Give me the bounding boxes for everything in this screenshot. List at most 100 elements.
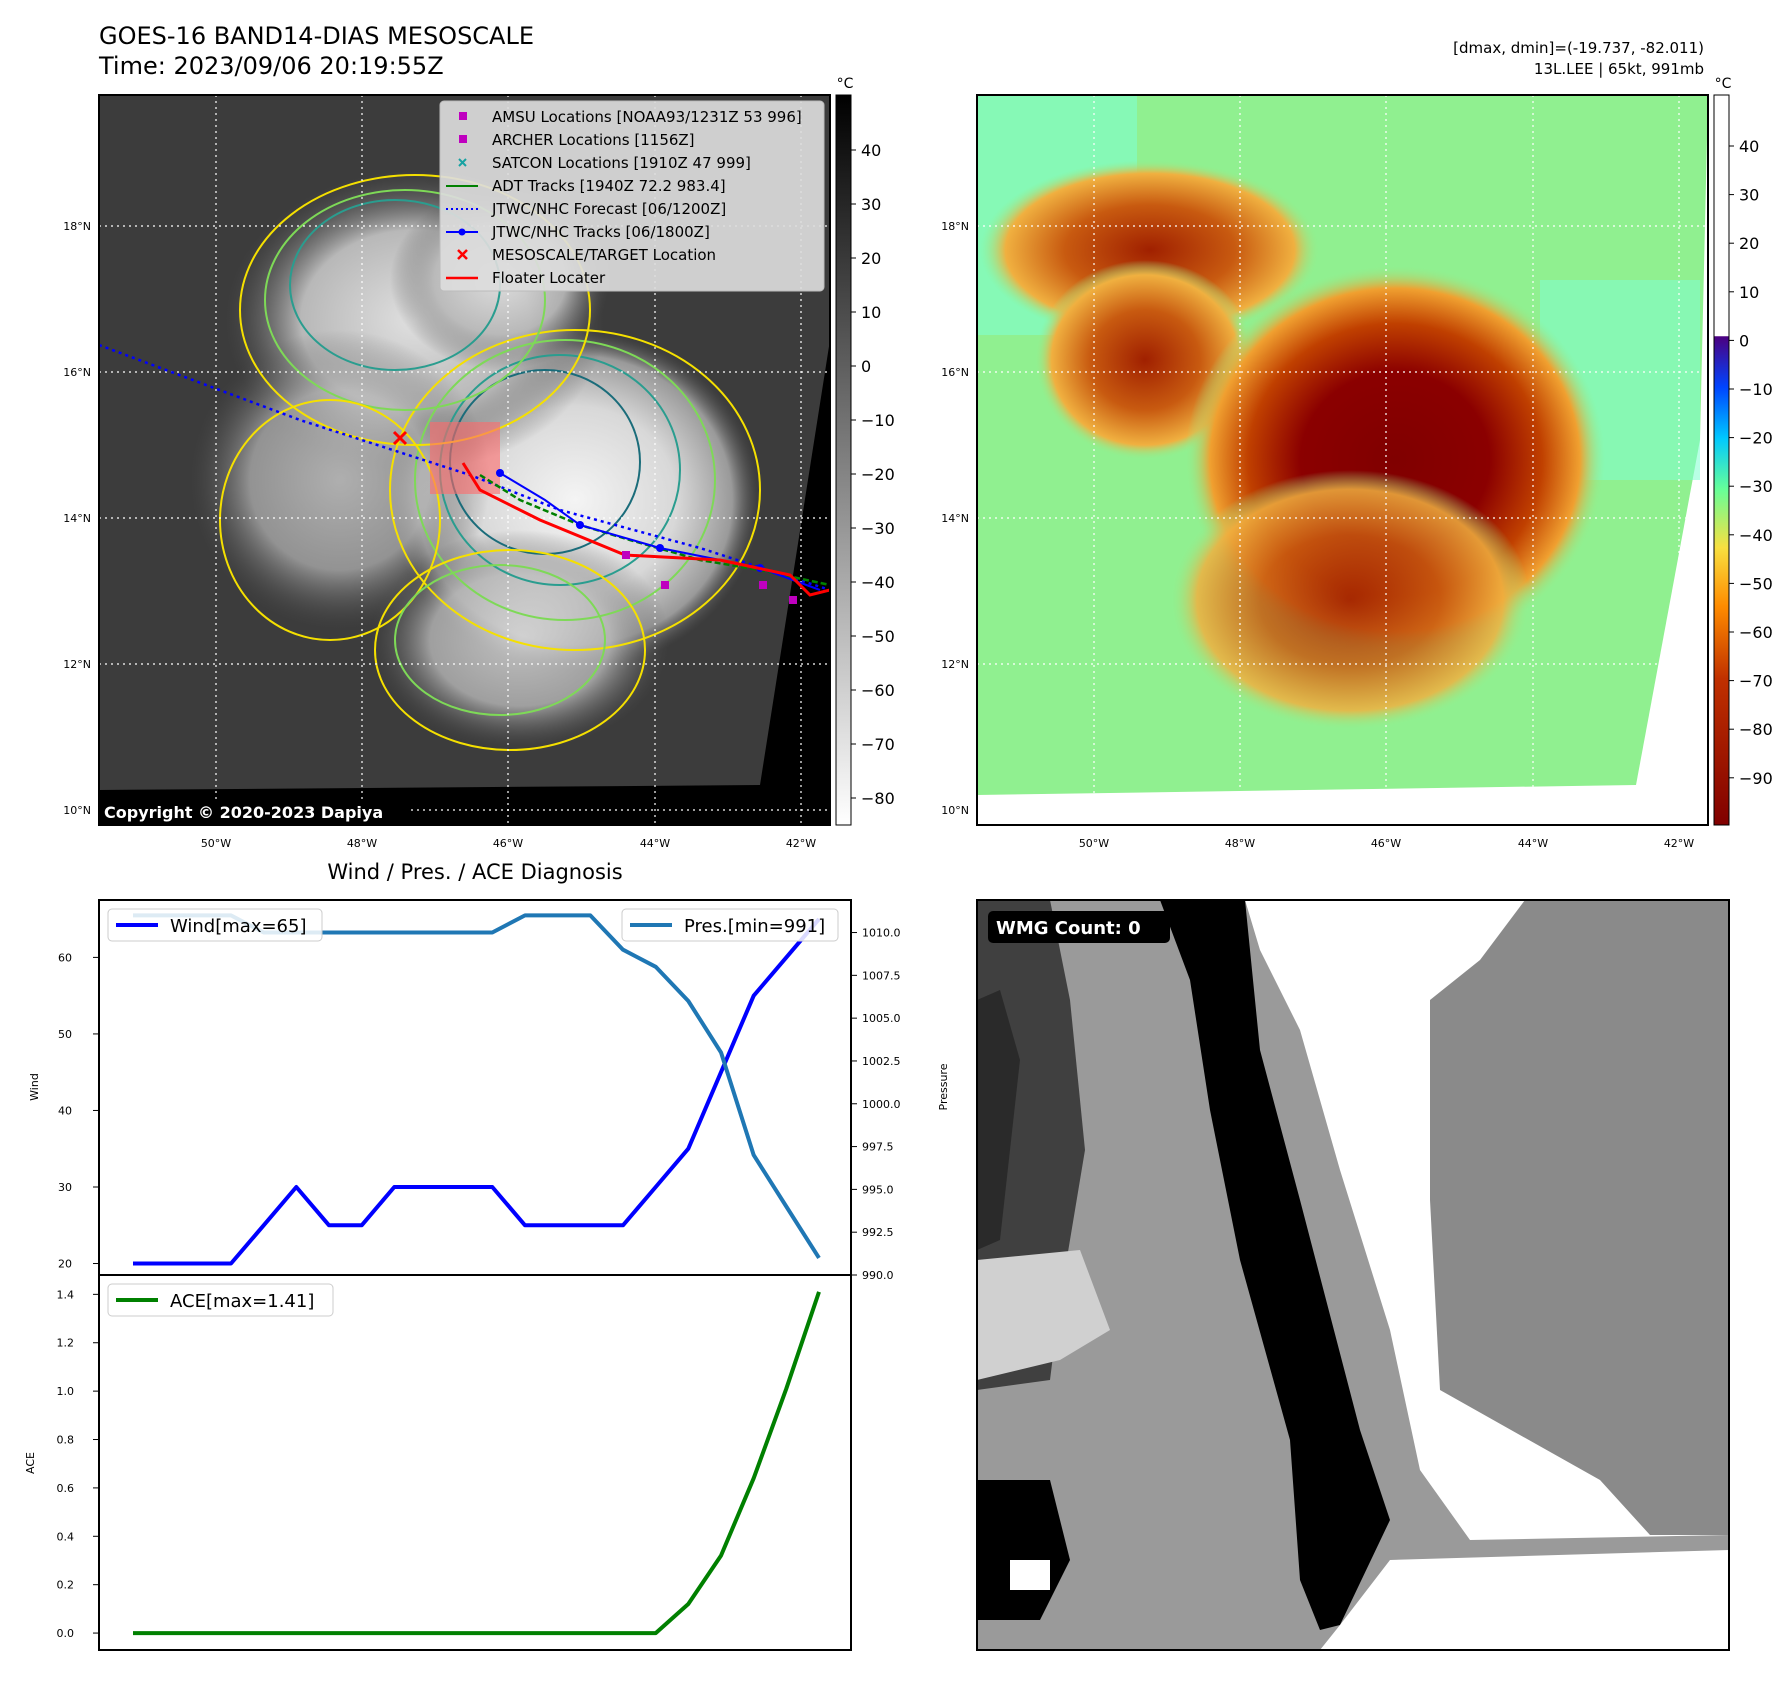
legend-satcon-icon xyxy=(458,158,467,167)
colorbar-tick-label: −10 xyxy=(861,411,895,430)
wind-axis-label: Wind xyxy=(28,1073,41,1101)
diagnosis-title: Wind / Pres. / ACE Diagnosis xyxy=(327,860,622,884)
floater-track-line xyxy=(461,462,830,597)
colorbar-tick-label: −80 xyxy=(861,789,895,808)
colorbar-tick-label: −70 xyxy=(861,735,895,754)
gray-colorbar: °C 40 30 20 10 0 −10 −20 −30 −40 −50 −60 −70 −80 xyxy=(835,76,895,826)
figure-title: GOES-16 BAND14-DIAS MESOSCALE xyxy=(99,22,534,50)
ir-color-panel xyxy=(976,94,1709,826)
amsu-marker xyxy=(661,581,669,589)
colorbar-tick-label: −20 xyxy=(1739,429,1773,448)
colorbar-tick-label: −50 xyxy=(861,627,895,646)
ace-tick-label: 0.6 xyxy=(57,1482,75,1495)
colorbar-tick-label: 40 xyxy=(861,141,881,160)
wmg-count-label: WMG Count: 0 xyxy=(996,918,1141,939)
pressure-legend-label: Pres.[min=991] xyxy=(684,916,825,937)
colorbar-tick-label: 0 xyxy=(1739,331,1749,350)
map-legend: AMSU Locations [NOAA93/1231Z 53 996] ARCH… xyxy=(439,100,825,292)
amsu-marker xyxy=(789,596,797,604)
legend-square-icon xyxy=(459,112,467,120)
amsu-marker xyxy=(759,581,767,589)
colorbar-tick-label: 10 xyxy=(1739,283,1759,302)
ace-chart: 0.0 0.2 0.4 0.6 0.8 1.0 1.2 1.4 ACE ACE[max=1.4… xyxy=(24,1274,852,1651)
lat-tick-label: 10°N xyxy=(63,804,91,817)
wind-tick-label: 20 xyxy=(58,1258,72,1271)
wind-tick-label: 60 xyxy=(58,951,72,964)
colorbar-tick-label: −60 xyxy=(1739,623,1773,642)
lon-tick-label: 50°W xyxy=(201,837,231,850)
wind-legend: Wind[max=65] xyxy=(107,908,323,942)
wind-tick-label: 50 xyxy=(58,1028,72,1041)
lat-tick-label: 12°N xyxy=(941,658,969,671)
legend-square-icon xyxy=(459,135,467,143)
wind-tick-label: 40 xyxy=(58,1104,72,1117)
colorbar-tick-label: −40 xyxy=(861,573,895,592)
ace-tick-label: 1.2 xyxy=(57,1337,75,1350)
colorbar-tick-label: −10 xyxy=(1739,380,1773,399)
ace-axis-label: ACE xyxy=(24,1452,37,1474)
color-colorbar: °C 40 30 20 10 0 −10 −20 −30 −40 −50 −60 −70 −80 −90 xyxy=(1713,76,1773,826)
pressure-tick-label: 995.0 xyxy=(862,1183,894,1196)
wind-series-line xyxy=(133,917,821,1266)
pressure-tick-label: 1010.0 xyxy=(862,927,901,940)
lat-tick-label: 18°N xyxy=(63,220,91,233)
ace-legend-label: ACE[max=1.41] xyxy=(170,1291,314,1312)
lat-tick-label: 14°N xyxy=(63,512,91,525)
lat-tick-label: 14°N xyxy=(941,512,969,525)
pressure-tick-label: 1005.0 xyxy=(862,1012,901,1025)
colorbar-tick-label: 0 xyxy=(861,357,871,376)
lon-tick-label: 44°W xyxy=(640,837,670,850)
pressure-tick-label: 1007.5 xyxy=(862,969,901,982)
colorbar-tick-label: 10 xyxy=(861,303,881,322)
ace-legend: ACE[max=1.41] xyxy=(107,1283,334,1317)
colorbar-tick-label: −40 xyxy=(1739,526,1773,545)
storm-info-label: 13L.LEE | 65kt, 991mb xyxy=(1534,60,1704,78)
lat-tick-label: 18°N xyxy=(941,220,969,233)
ace-tick-label: 0.8 xyxy=(57,1434,75,1447)
colorbar-tick-label: −80 xyxy=(1739,720,1773,739)
lon-tick-label: 48°W xyxy=(1225,837,1255,850)
ace-tick-label: 1.4 xyxy=(57,1288,75,1301)
legend-label: JTWC/NHC Tracks [06/1800Z] xyxy=(491,223,710,241)
lat-tick-label: 16°N xyxy=(941,366,969,379)
jtwc-track-point xyxy=(496,469,504,477)
jtwc-track-point xyxy=(576,521,584,529)
ace-tick-label: 0.2 xyxy=(57,1579,75,1592)
pressure-tick-label: 1002.5 xyxy=(862,1055,901,1068)
wmg-panel: WMG Count: 0 xyxy=(976,899,1730,1651)
legend-tracks-dot xyxy=(458,228,466,236)
copyright-label: Copyright © 2020-2023 Dapiya xyxy=(104,803,383,822)
legend-label: SATCON Locations [1910Z 47 999] xyxy=(492,154,751,172)
lat-tick-label: 16°N xyxy=(63,366,91,379)
gray-colorbar-unit: °C xyxy=(837,76,854,92)
jtwc-track-point xyxy=(656,544,664,552)
colorbar-tick-label: 20 xyxy=(1739,234,1759,253)
wind-legend-label: Wind[max=65] xyxy=(170,916,307,937)
colorbar-tick-label: −30 xyxy=(1739,477,1773,496)
lon-tick-label: 46°W xyxy=(1371,837,1401,850)
lat-tick-label: 10°N xyxy=(941,804,969,817)
wind-pressure-chart: 20 30 40 50 60 990.0 992.5 995.0 997.5 1000.0 100… xyxy=(28,899,950,1282)
colorbar-tick-label: −20 xyxy=(861,465,895,484)
ace-series-line xyxy=(133,1291,821,1636)
lon-tick-label: 46°W xyxy=(493,837,523,850)
lon-tick-label: 42°W xyxy=(1664,837,1694,850)
ace-tick-label: 0.0 xyxy=(57,1627,75,1640)
color-colorbar-unit: °C xyxy=(1715,76,1732,92)
lat-tick-label: 12°N xyxy=(63,658,91,671)
legend-target-icon xyxy=(457,249,468,260)
colorbar-tick-label: 40 xyxy=(1739,137,1759,156)
lon-tick-label: 50°W xyxy=(1079,837,1109,850)
pressure-tick-label: 992.5 xyxy=(862,1226,894,1239)
wind-tick-label: 30 xyxy=(58,1181,72,1194)
pressure-tick-label: 990.0 xyxy=(862,1269,894,1282)
colorbar-tick-label: −60 xyxy=(861,681,895,700)
legend-label: JTWC/NHC Forecast [06/1200Z] xyxy=(491,200,726,218)
amsu-marker xyxy=(622,551,630,559)
ace-tick-label: 0.4 xyxy=(57,1530,75,1543)
legend-label: AMSU Locations [NOAA93/1231Z 53 996] xyxy=(492,108,802,126)
pressure-legend: Pres.[min=991] xyxy=(621,908,839,942)
colorbar-tick-label: 30 xyxy=(1739,186,1759,205)
colorbar-tick-label: −90 xyxy=(1739,769,1773,788)
